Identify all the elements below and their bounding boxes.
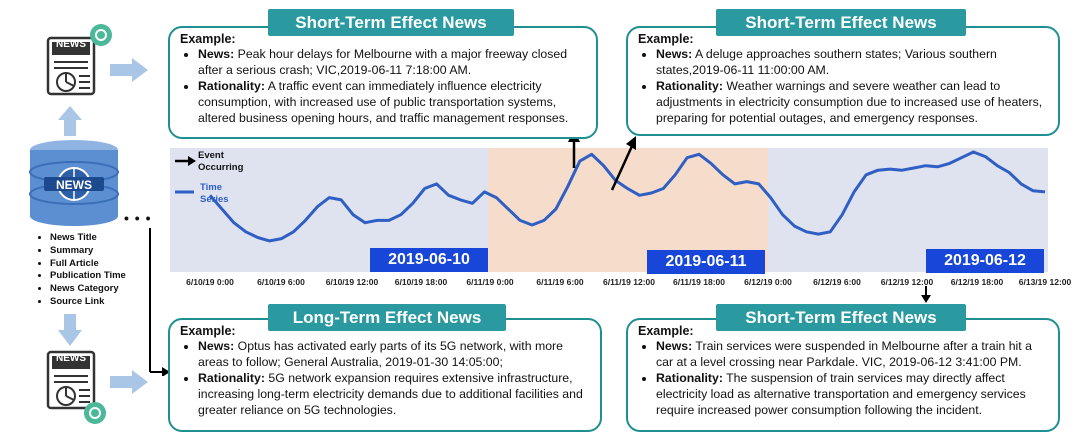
event-arrow bbox=[610, 145, 634, 191]
right-arrow-icon bbox=[110, 58, 148, 82]
news-label: News: bbox=[198, 339, 235, 353]
rationality-item: Rationality: A traffic event can immedia… bbox=[198, 78, 588, 126]
news-text: Peak hour delays for Melbourne with a ma… bbox=[198, 47, 568, 77]
rationality-item: Rationality: Weather warnings and severe… bbox=[656, 78, 1050, 126]
card-bullets: News: Train services were suspended in M… bbox=[640, 338, 1050, 418]
chart-legend: Event Occurring Time Series bbox=[174, 150, 254, 210]
news-fields-list: News Title Summary Full Article Publicat… bbox=[36, 232, 126, 309]
rationality-label: Rationality: bbox=[656, 371, 723, 385]
card-banner: Short-Term Effect News bbox=[716, 304, 966, 331]
field-item: Full Article bbox=[50, 258, 126, 271]
date-label: 2019-06-11 bbox=[647, 250, 765, 274]
chatgpt-icon bbox=[90, 24, 112, 46]
news-card-short-term-2: Example: News: A deluge approaches south… bbox=[626, 26, 1060, 136]
card-bullets: News: Peak hour delays for Melbourne wit… bbox=[182, 46, 588, 126]
news-text: Train services were suspended in Melbour… bbox=[656, 339, 1032, 369]
news-label: News: bbox=[198, 47, 235, 61]
field-item: Summary bbox=[50, 245, 126, 258]
up-arrow-icon bbox=[58, 106, 82, 136]
field-item: Source Link bbox=[50, 296, 126, 309]
rationality-item: Rationality: 5G network expansion requir… bbox=[198, 370, 592, 418]
event-arrowhead bbox=[626, 136, 636, 150]
news-item: News: Optus has activated early parts of… bbox=[198, 338, 592, 370]
example-label: Example: bbox=[638, 324, 694, 338]
card-bullets: News: A deluge approaches southern state… bbox=[640, 46, 1050, 126]
news-label: News: bbox=[656, 47, 693, 61]
event-arrow-icon bbox=[175, 156, 196, 166]
rationality-item: Rationality: The suspension of train ser… bbox=[656, 370, 1050, 418]
x-tick: 6/10/19 12:00 bbox=[325, 277, 379, 287]
x-tick: 6/13/19 12:00 bbox=[1018, 277, 1072, 287]
x-tick: 6/11/19 0:00 bbox=[466, 277, 514, 287]
x-tick: 6/10/19 6:00 bbox=[257, 277, 305, 287]
legend-series-label: Time Series bbox=[200, 182, 229, 205]
newspaper-icon bbox=[46, 350, 96, 410]
rationality-label: Rationality: bbox=[656, 79, 723, 93]
rationality-text: The suspension of train services may dir… bbox=[656, 371, 1026, 417]
card-banner: Short-Term Effect News bbox=[716, 9, 966, 36]
x-tick: 6/11/19 6:00 bbox=[536, 277, 584, 287]
connector-line bbox=[149, 228, 170, 376]
news-text: Optus has activated early parts of its 5… bbox=[198, 339, 563, 369]
ellipsis: • • • bbox=[124, 210, 152, 226]
newspaper-icon bbox=[46, 36, 96, 96]
card-banner: Long-Term Effect News bbox=[268, 304, 506, 331]
rationality-label: Rationality: bbox=[198, 79, 265, 93]
news-icon-label: NEWS bbox=[56, 39, 86, 50]
series-line bbox=[208, 150, 1046, 243]
bottom-news-icon-label: NEWS bbox=[56, 353, 86, 364]
card-banner: Short-Term Effect News bbox=[268, 9, 514, 36]
news-item: News: Train services were suspended in M… bbox=[656, 338, 1050, 370]
news-database-icon bbox=[29, 140, 119, 226]
x-tick: 6/10/19 18:00 bbox=[394, 277, 448, 287]
rationality-text: 5G network expansion requires extensive … bbox=[198, 371, 583, 417]
x-tick: 6/10/19 0:00 bbox=[186, 277, 234, 287]
news-card-short-term-3: Example: News: Train services were suspe… bbox=[626, 318, 1060, 432]
x-tick: 6/12/19 6:00 bbox=[813, 277, 861, 287]
right-arrow-icon bbox=[110, 370, 148, 394]
x-tick: 6/12/19 12:00 bbox=[880, 277, 934, 287]
field-item: News Category bbox=[50, 283, 126, 296]
x-tick: 6/11/19 12:00 bbox=[603, 277, 655, 287]
rationality-text: Weather warnings and severe weather can … bbox=[656, 79, 1043, 125]
news-label: News: bbox=[656, 339, 693, 353]
rationality-text: A traffic event can immediately influenc… bbox=[198, 79, 569, 125]
news-card-long-term: Example: News: Optus has activated early… bbox=[168, 318, 602, 432]
news-text: A deluge approaches southern states; Var… bbox=[656, 47, 997, 77]
database-label: NEWS bbox=[56, 178, 92, 192]
x-tick: 6/12/19 18:00 bbox=[950, 277, 1004, 287]
card-bullets: News: Optus has activated early parts of… bbox=[182, 338, 592, 418]
date-label: 2019-06-12 bbox=[926, 249, 1044, 273]
chatgpt-icon bbox=[84, 402, 106, 424]
event-arrow-down bbox=[921, 286, 931, 303]
down-arrow-icon bbox=[58, 314, 82, 346]
example-label: Example: bbox=[180, 32, 236, 46]
legend-event-label: Event Occurring bbox=[198, 150, 244, 173]
news-item: News: A deluge approaches southern state… bbox=[656, 46, 1050, 78]
news-card-short-term-1: Example: News: Peak hour delays for Melb… bbox=[168, 26, 598, 139]
date-label: 2019-06-10 bbox=[370, 248, 488, 272]
example-label: Example: bbox=[180, 324, 236, 338]
x-tick: 6/12/19 0:00 bbox=[744, 277, 792, 287]
field-item: News Title bbox=[50, 232, 126, 245]
series-line-icon bbox=[175, 190, 194, 194]
rationality-label: Rationality: bbox=[198, 371, 265, 385]
x-tick: 6/11/19 18:00 bbox=[673, 277, 725, 287]
field-item: Publication Time bbox=[50, 270, 126, 283]
example-label: Example: bbox=[638, 32, 694, 46]
news-item: News: Peak hour delays for Melbourne wit… bbox=[198, 46, 588, 78]
